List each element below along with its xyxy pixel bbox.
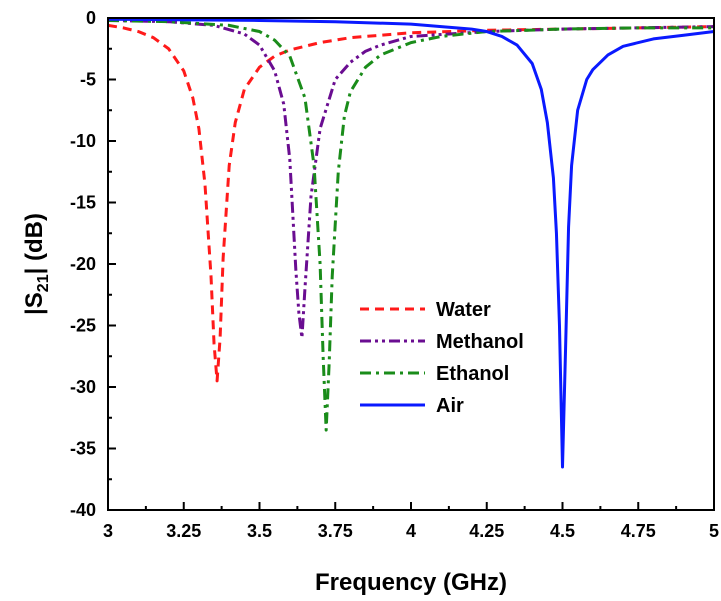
series-line-air [107, 17, 715, 469]
x-tick-label: 3.75 [318, 521, 353, 541]
x-tick-label: 4.75 [621, 521, 656, 541]
x-tick-label: 4 [406, 521, 416, 541]
x-tick-label: 3 [103, 521, 113, 541]
x-tick-label: 4.5 [550, 521, 575, 541]
legend: Water Methanol Ethanol Air [360, 299, 524, 417]
y-tick-label: -10 [70, 131, 96, 151]
y-tick-label: -35 [70, 439, 96, 459]
y-tick-label: -40 [70, 500, 96, 520]
series-line-water [107, 23, 715, 383]
y-axis-title-suffix: | (dB) [21, 213, 48, 274]
x-axis-title: Frequency (GHz) [315, 569, 507, 596]
legend-label-water: Water [436, 299, 491, 321]
legend-label-air: Air [436, 395, 464, 417]
series-line-ethanol [107, 18, 714, 432]
x-tick-label: 4.25 [469, 521, 504, 541]
x-tick-label: 3.5 [247, 521, 272, 541]
x-tick-label: 3.25 [166, 521, 201, 541]
y-tick-labels: 0 -5 -10 -15 -20 -25 -30 -35 -40 [70, 8, 96, 520]
x-tick-label: 5 [709, 521, 719, 541]
series-layer [107, 17, 715, 469]
x-tick-labels: 3 3.25 3.5 3.75 4 4.25 4.5 4.75 5 [103, 521, 719, 541]
y-axis-title-prefix: |S [21, 292, 48, 315]
series-line-methanol [107, 18, 715, 340]
y-axis-title: |S21| (dB) [21, 213, 52, 315]
y-tick-label: -30 [70, 377, 96, 397]
y-tick-label: 0 [86, 8, 96, 28]
y-axis-title-subscript: 21 [35, 274, 52, 292]
y-tick-label: -25 [70, 316, 96, 336]
ticks-layer [107, 17, 715, 511]
y-tick-label: -20 [70, 254, 96, 274]
legend-label-ethanol: Ethanol [436, 363, 509, 385]
legend-label-methanol: Methanol [436, 331, 524, 353]
plot-frame [107, 17, 715, 511]
y-tick-label: -15 [70, 193, 96, 213]
y-tick-label: -5 [80, 70, 96, 90]
